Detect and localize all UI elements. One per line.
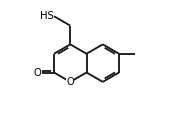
Text: HS: HS (40, 11, 54, 21)
Text: O: O (66, 77, 74, 87)
Text: O: O (34, 68, 42, 78)
